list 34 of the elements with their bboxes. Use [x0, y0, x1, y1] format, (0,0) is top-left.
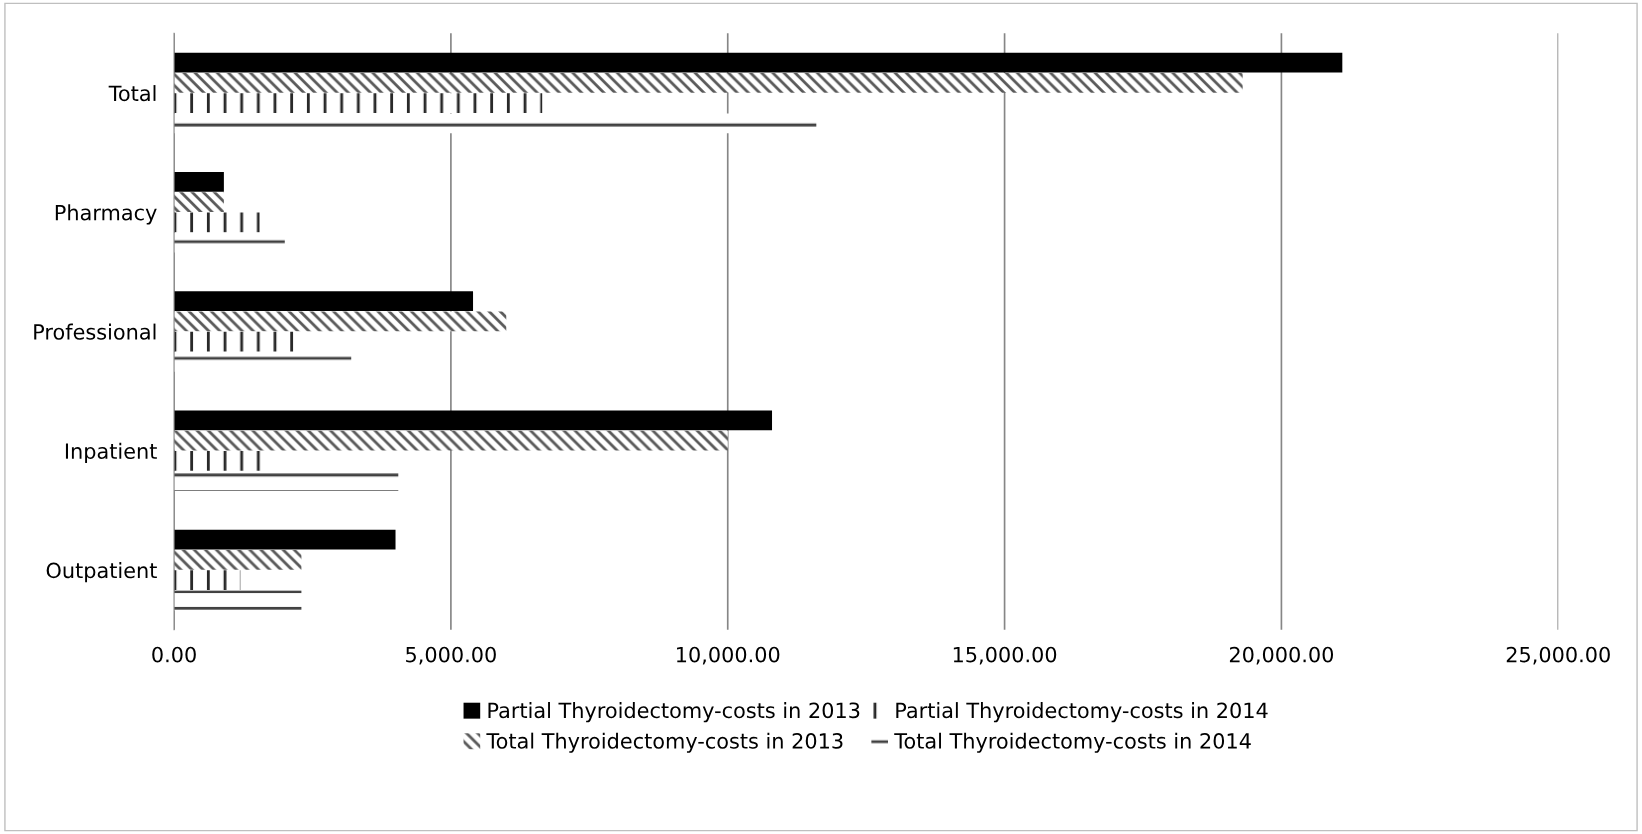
legend-label: Total Thyroidectomy-costs in 2014	[894, 732, 1251, 753]
bar	[174, 471, 399, 492]
x-tick-label: 20,000.00	[1229, 646, 1334, 665]
bar	[174, 410, 773, 431]
bar	[174, 93, 543, 114]
x-tick-label: 0.00	[152, 646, 196, 663]
y-tick-label: Outpatient	[46, 562, 157, 583]
x-tick-label: 15,000.00	[953, 646, 1057, 665]
legend-label: Total Thyroidectomy-costs in 2013	[486, 732, 843, 753]
bar	[174, 72, 1243, 93]
x-tick-label: 5,000.00	[406, 646, 496, 665]
bar	[174, 52, 1343, 73]
bar	[174, 430, 728, 451]
legend-label: Partial Thyroidectomy-costs in 2014	[896, 702, 1268, 723]
bar	[174, 212, 260, 233]
bar	[174, 311, 507, 332]
bar	[174, 590, 302, 611]
y-tick-label: Pharmacy	[55, 204, 157, 225]
bar	[174, 171, 224, 192]
bar	[174, 351, 352, 372]
bar	[174, 450, 263, 471]
x-tick-label: 25,000.00	[1506, 646, 1610, 665]
bar	[174, 570, 241, 591]
bar	[174, 291, 474, 312]
bar	[174, 529, 396, 550]
legend-label: Partial Thyroidectomy-costs in 2013	[488, 702, 860, 723]
bar	[174, 113, 817, 134]
y-tick-label: Total	[108, 85, 156, 102]
bar	[174, 192, 224, 213]
y-tick-label: Professional	[34, 323, 156, 340]
bar	[174, 232, 285, 253]
y-tick-label: Inpatient	[65, 442, 157, 464]
x-tick-label: 10,000.00	[677, 646, 780, 665]
bar	[174, 549, 302, 570]
